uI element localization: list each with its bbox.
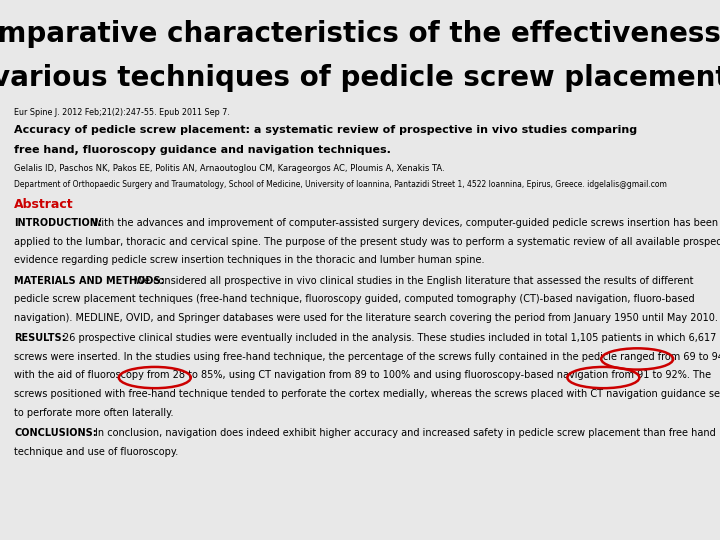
Text: technique and use of fluoroscopy.: technique and use of fluoroscopy. [14,447,179,457]
Text: evidence regarding pedicle screw insertion techniques in the thoracic and lumber: evidence regarding pedicle screw inserti… [14,255,485,265]
Text: Eur Spine J. 2012 Feb;21(2):247-55. Epub 2011 Sep 7.: Eur Spine J. 2012 Feb;21(2):247-55. Epub… [14,108,230,117]
Text: pedicle screw placement techniques (free-hand technique, fluoroscopy guided, com: pedicle screw placement techniques (free… [14,294,695,304]
Text: With the advances and improvement of computer-assisted surgery devices, computer: With the advances and improvement of com… [92,218,719,228]
Text: screws positioned with free-hand technique tended to perforate the cortex medial: screws positioned with free-hand techniq… [14,389,720,399]
Text: applied to the lumbar, thoracic and cervical spine. The purpose of the present s: applied to the lumbar, thoracic and cerv… [14,237,720,247]
Text: screws were inserted. In the studies using free-hand technique, the percentage o: screws were inserted. In the studies usi… [14,352,720,362]
Text: to perforate more often laterally.: to perforate more often laterally. [14,408,174,418]
Text: various techniques of pedicle screw placement: various techniques of pedicle screw plac… [0,64,720,92]
Text: free hand, fluoroscopy guidance and navigation techniques.: free hand, fluoroscopy guidance and navi… [14,145,391,156]
Text: Abstract: Abstract [14,199,74,212]
Text: Department of Orthopaedic Surgery and Traumatology, School of Medicine, Universi: Department of Orthopaedic Surgery and Tr… [14,180,667,189]
Text: with the aid of fluoroscopy from 28 to 85%, using CT navigation from 89 to 100% : with the aid of fluoroscopy from 28 to 8… [14,370,711,381]
Text: In conclusion, navigation does indeed exhibit higher accuracy and increased safe: In conclusion, navigation does indeed ex… [95,428,716,438]
Text: Comparative characteristics of the effectiveness of: Comparative characteristics of the effec… [0,20,720,48]
Text: INTRODUCTION:: INTRODUCTION: [14,218,102,228]
Text: CONCLUSIONS:: CONCLUSIONS: [14,428,97,438]
Text: Gelalis ID, Paschos NK, Pakos EE, Politis AN, Arnaoutoglou CM, Karageorgos AC, P: Gelalis ID, Paschos NK, Pakos EE, Politi… [14,164,445,173]
Text: We considered all prospective in vivo clinical studies in the English literature: We considered all prospective in vivo cl… [135,275,694,286]
Text: 26 prospective clinical studies were eventually included in the analysis. These : 26 prospective clinical studies were eve… [63,333,716,343]
Text: MATERIALS AND METHODS:: MATERIALS AND METHODS: [14,275,165,286]
Text: Accuracy of pedicle screw placement: a systematic review of prospective in vivo : Accuracy of pedicle screw placement: a s… [14,125,637,135]
Text: navigation). MEDLINE, OVID, and Springer databases were used for the literature : navigation). MEDLINE, OVID, and Springer… [14,313,719,323]
Text: RESULTS:: RESULTS: [14,333,66,343]
